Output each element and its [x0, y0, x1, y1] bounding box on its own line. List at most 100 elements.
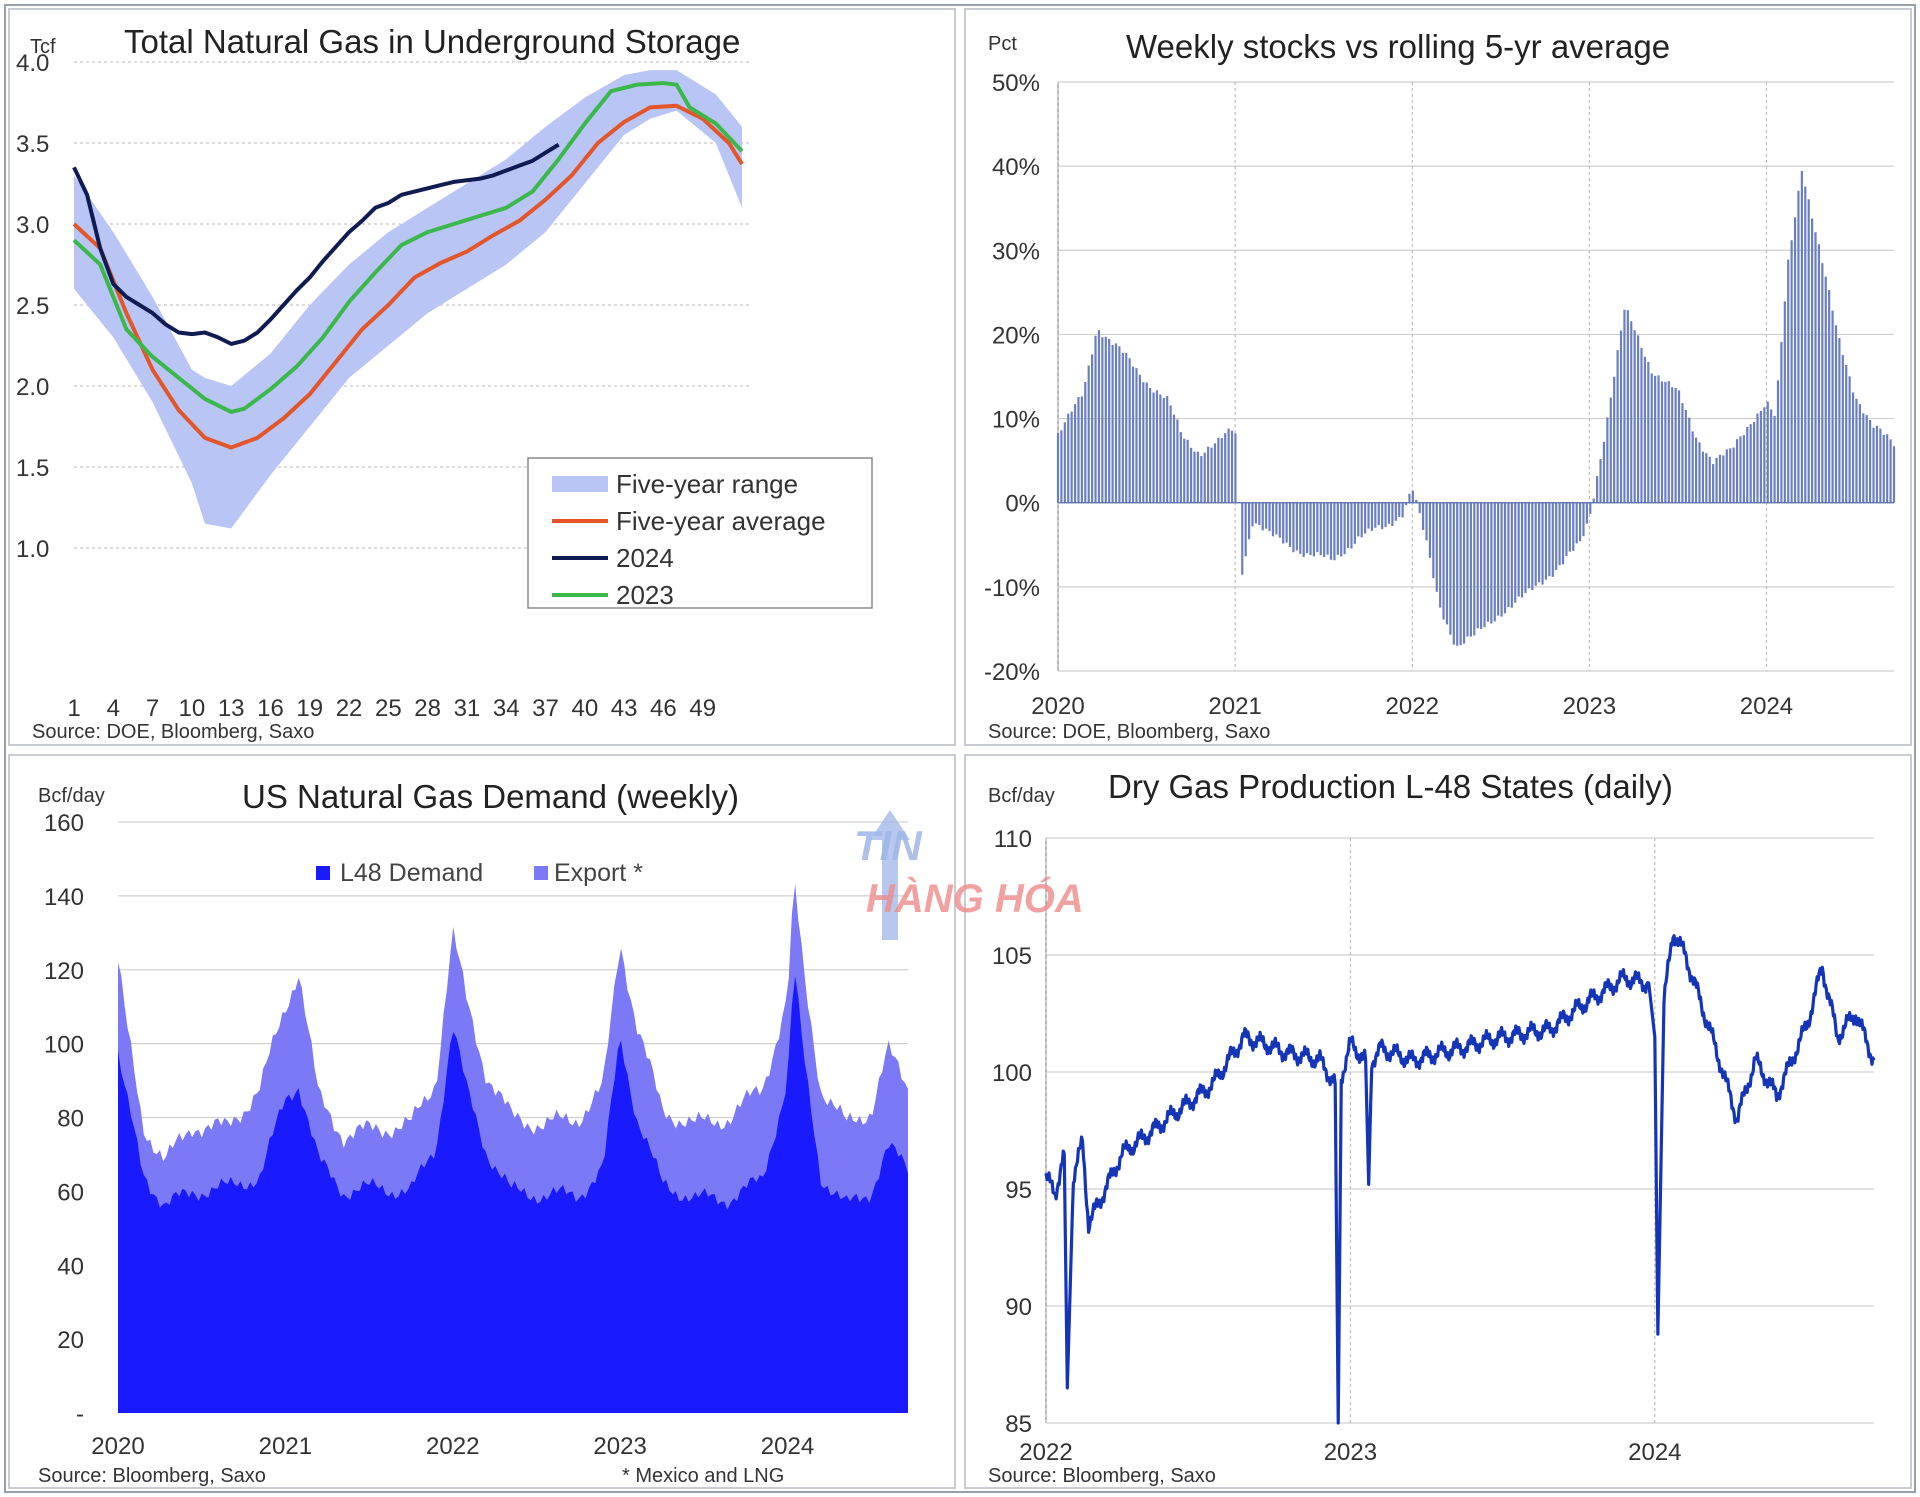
stocks-bar — [1681, 403, 1684, 503]
storage-unit: Tcf — [30, 36, 56, 58]
stocks-bar — [1217, 437, 1220, 503]
stocks-bar — [1224, 433, 1227, 503]
stocks-bar — [1312, 502, 1316, 557]
stocks-bar — [1415, 499, 1418, 503]
storage-x-tick: 10 — [179, 695, 206, 722]
stocks-bar — [1401, 502, 1404, 518]
stocks-bar — [1118, 346, 1121, 503]
stocks-bar — [1131, 366, 1135, 503]
stocks-bar — [1650, 373, 1653, 503]
demand-x-tick: 2024 — [761, 1433, 814, 1460]
stocks-bar — [1671, 387, 1674, 503]
production-y-tick: 90 — [1005, 1294, 1032, 1321]
demand-title: US Natural Gas Demand (weekly) — [242, 778, 739, 815]
stocks-bar — [1480, 502, 1483, 629]
demand-x-tick: 2023 — [593, 1433, 646, 1460]
stocks-bar — [1288, 502, 1292, 547]
demand-y-tick: 40 — [57, 1253, 84, 1280]
stocks-y-tick: -10% — [984, 575, 1040, 602]
stocks-bar — [1660, 381, 1664, 503]
stocks-bar — [1589, 502, 1592, 514]
panel-demand: US Natural Gas Demand (weekly) Bcf/day -… — [8, 754, 956, 1489]
storage-x-tick: 19 — [296, 695, 323, 722]
stocks-bar — [1207, 446, 1210, 503]
stocks-bar — [1213, 443, 1217, 503]
stocks-bar — [1271, 502, 1275, 537]
stocks-bar — [1875, 425, 1879, 503]
storage-x-tick: 16 — [257, 695, 284, 722]
stocks-x-tick: 2020 — [1031, 693, 1084, 720]
stocks-bar — [1210, 447, 1213, 503]
production-x-tick: 2022 — [1019, 1439, 1072, 1466]
stocks-bar — [1135, 368, 1138, 503]
stocks-bar — [1578, 502, 1582, 542]
stocks-bar — [1346, 502, 1350, 549]
storage-x-tick: 4 — [107, 695, 120, 722]
stocks-bar — [1630, 321, 1633, 503]
stocks-bar — [1101, 337, 1104, 503]
stocks-bar — [1476, 502, 1479, 629]
storage-x-tick: 31 — [454, 695, 481, 722]
storage-x-tick: 25 — [375, 695, 402, 722]
stocks-bar — [1275, 502, 1278, 535]
stocks-bar — [1811, 218, 1814, 503]
stocks-bar — [1821, 263, 1824, 503]
stocks-bar — [1855, 398, 1858, 503]
stocks-bar — [1862, 413, 1865, 503]
legend-label-range: Five-year range — [616, 469, 798, 499]
stocks-bar — [1524, 502, 1527, 594]
stocks-bar — [1316, 502, 1319, 553]
stocks-bar — [1544, 502, 1548, 580]
stocks-bar — [1353, 502, 1356, 544]
stocks-bar — [1357, 502, 1360, 537]
stocks-bar — [1725, 449, 1728, 503]
stocks-bar — [1473, 502, 1476, 636]
stocks-bar — [1872, 427, 1875, 503]
demand-y-tick: 120 — [44, 958, 84, 985]
demand-y-tick: 140 — [44, 884, 84, 911]
stocks-bar — [1609, 397, 1612, 503]
stocks-bar — [1411, 490, 1414, 503]
stocks-bar — [1254, 502, 1258, 524]
stocks-bar — [1790, 240, 1793, 503]
production-y-tick: 100 — [992, 1060, 1032, 1087]
storage-x-tick: 7 — [146, 695, 159, 722]
stocks-bar — [1404, 502, 1408, 506]
stocks-bar — [1166, 395, 1169, 503]
stocks-bar — [1094, 335, 1097, 503]
stocks-bar — [1623, 309, 1626, 503]
stocks-bar — [1152, 392, 1155, 503]
stocks-bar — [1688, 417, 1691, 503]
stocks-bar — [1715, 457, 1718, 503]
stocks-bar — [1749, 424, 1752, 503]
stocks-bar — [1435, 502, 1438, 592]
stocks-x-tick: 2023 — [1563, 693, 1616, 720]
stocks-bar — [1493, 502, 1496, 622]
stocks-bar — [1858, 404, 1861, 503]
stocks-bar — [1538, 502, 1541, 583]
stocks-bar — [1585, 502, 1588, 524]
stocks-bar — [1814, 232, 1817, 503]
stocks-bar — [1647, 361, 1650, 503]
stocks-y-tick: 0% — [1005, 491, 1040, 518]
stocks-bar — [1466, 502, 1469, 637]
storage-legend: Five-year range Five-year average 2024 2… — [527, 457, 873, 610]
legend-swatch-export — [534, 866, 548, 880]
stocks-bar — [1551, 502, 1554, 577]
stocks-bar — [1381, 502, 1384, 530]
stocks-bar — [1370, 502, 1374, 531]
stocks-bar — [1278, 502, 1281, 538]
stocks-bar — [1572, 502, 1575, 551]
stocks-bar — [1865, 414, 1868, 503]
stocks-bar — [1387, 502, 1391, 524]
stocks-bar — [1087, 365, 1090, 503]
stocks-bar — [1149, 388, 1152, 503]
stocks-bar — [1838, 338, 1841, 503]
stocks-bar — [1196, 451, 1200, 503]
panel-production: Dry Gas Production L-48 States (daily) B… — [964, 754, 1912, 1489]
line-2024 — [72, 142, 560, 346]
production-y-tick: 85 — [1005, 1411, 1032, 1438]
stocks-bar — [1510, 502, 1513, 608]
demand-y-tick: 20 — [57, 1327, 84, 1354]
